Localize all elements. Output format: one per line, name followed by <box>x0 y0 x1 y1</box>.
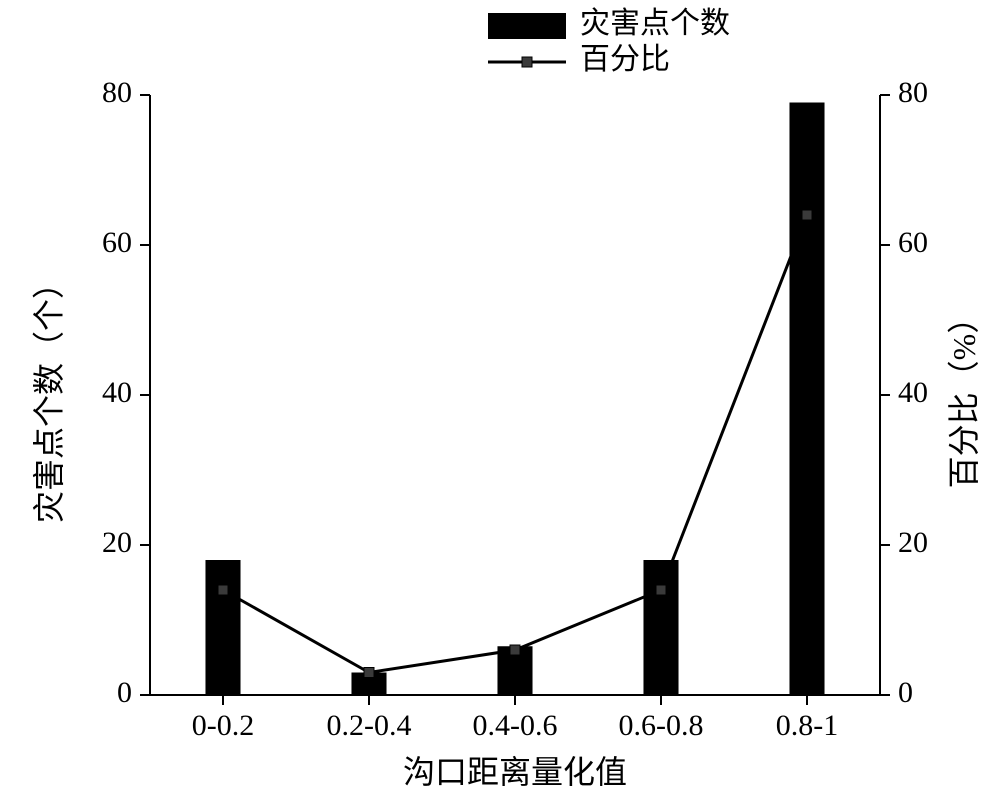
legend-line-label: 百分比 <box>580 43 670 76</box>
y-right-tick-label: 80 <box>898 76 928 109</box>
y-left-axis-label: 灾害点个数（个） <box>31 267 67 523</box>
chart-svg: 0 20 40 60 80 0 20 40 60 80 0-0.2 0.2-0.4 0.4-0.6 0.6… <box>0 0 1000 805</box>
bar <box>643 560 678 695</box>
x-tick-label: 0.2-0.4 <box>327 709 412 742</box>
y-right-tick-label: 20 <box>898 526 928 559</box>
line-marker <box>802 210 812 220</box>
y-left-tick-label: 80 <box>102 76 132 109</box>
y-right-axis-label: 百分比（%） <box>946 302 982 489</box>
y-right-tick-label: 60 <box>898 226 928 259</box>
x-tick-label: 0.4-0.6 <box>473 709 558 742</box>
line-series <box>223 215 807 673</box>
line-marker <box>218 585 228 595</box>
legend-bar-swatch <box>488 13 566 39</box>
chart-container: 0 20 40 60 80 0 20 40 60 80 0-0.2 0.2-0.4 0.4-0.6 0.6… <box>0 0 1000 805</box>
x-axis-label: 沟口距离量化值 <box>403 754 627 790</box>
x-tick-label: 0.6-0.8 <box>619 709 704 742</box>
line-marker <box>364 668 374 678</box>
y-right-tick-label: 40 <box>898 376 928 409</box>
x-tick-label: 0.8-1 <box>776 709 839 742</box>
bar <box>205 560 240 695</box>
line-marker <box>510 645 520 655</box>
y-left-tick-label: 40 <box>102 376 132 409</box>
y-left-tick-label: 20 <box>102 526 132 559</box>
legend-bar-label: 灾害点个数 <box>580 7 730 40</box>
y-left-tick-label: 60 <box>102 226 132 259</box>
line-marker <box>656 585 666 595</box>
bar <box>789 103 824 696</box>
legend-line-marker <box>522 57 532 67</box>
y-left-tick-label: 0 <box>117 676 132 709</box>
x-tick-label: 0-0.2 <box>192 709 255 742</box>
y-right-tick-label: 0 <box>898 676 913 709</box>
